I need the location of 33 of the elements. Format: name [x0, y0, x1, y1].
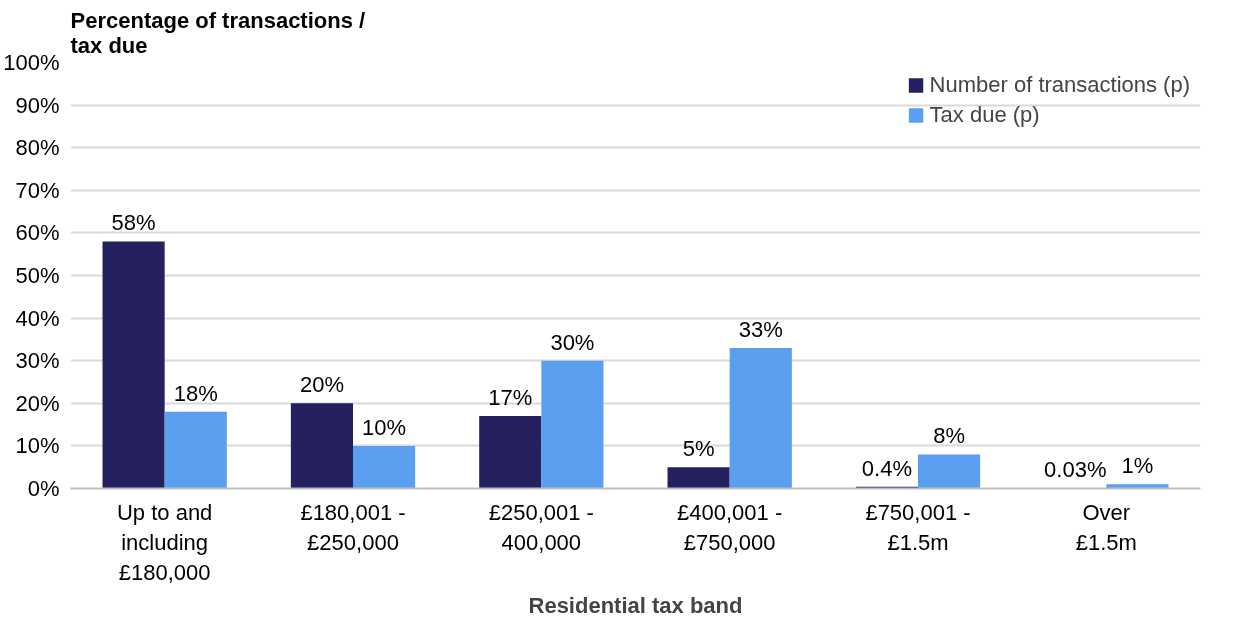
y-tick-label: 90% [15, 92, 60, 118]
legend-label: Number of transactions (p) [929, 72, 1190, 98]
y-tick-label: 100% [3, 50, 60, 75]
x-tick-label: Over £1.5m [1075, 499, 1137, 555]
data-label: 1% [1121, 453, 1154, 479]
y-tick-label: 0% [27, 476, 60, 501]
x-tick-label: £180,001 - £250,000 [300, 499, 406, 555]
x-tick-label: Up to and including £180,000 [116, 499, 213, 585]
data-label: 10% [362, 414, 407, 440]
x-tick-label: £250,001 - 400,000 [488, 499, 594, 555]
y-tick-label: 60% [15, 220, 60, 246]
data-label: 18% [173, 380, 218, 406]
y-tick-label: 20% [15, 390, 60, 416]
y-tick-label: 70% [15, 177, 60, 203]
y-tick-label: 10% [15, 433, 60, 459]
legend-label: Tax due (p) [929, 102, 1040, 128]
data-label: 30% [550, 329, 595, 355]
data-label: 58% [111, 210, 156, 236]
data-label: 5% [682, 436, 715, 462]
data-label: 17% [488, 385, 533, 411]
y-tick-label: 40% [15, 305, 60, 331]
data-label: 20% [299, 372, 344, 398]
data-label: 0.4% [861, 455, 913, 481]
y-tick-label: 50% [15, 263, 60, 288]
y-tick-label: 30% [15, 348, 60, 374]
x-tick-label: £750,001 - £1.5m [865, 499, 971, 555]
x-axis-title: Residential tax band [528, 592, 743, 618]
data-label: 8% [933, 423, 965, 449]
y-tick-label: 80% [15, 135, 60, 161]
data-label: 33% [738, 316, 783, 342]
x-tick-label: £400,001 - £750,000 [677, 499, 783, 555]
y-axis-title: Percentage of transactions / tax due [70, 7, 366, 58]
data-label: 0.03% [1044, 457, 1107, 483]
